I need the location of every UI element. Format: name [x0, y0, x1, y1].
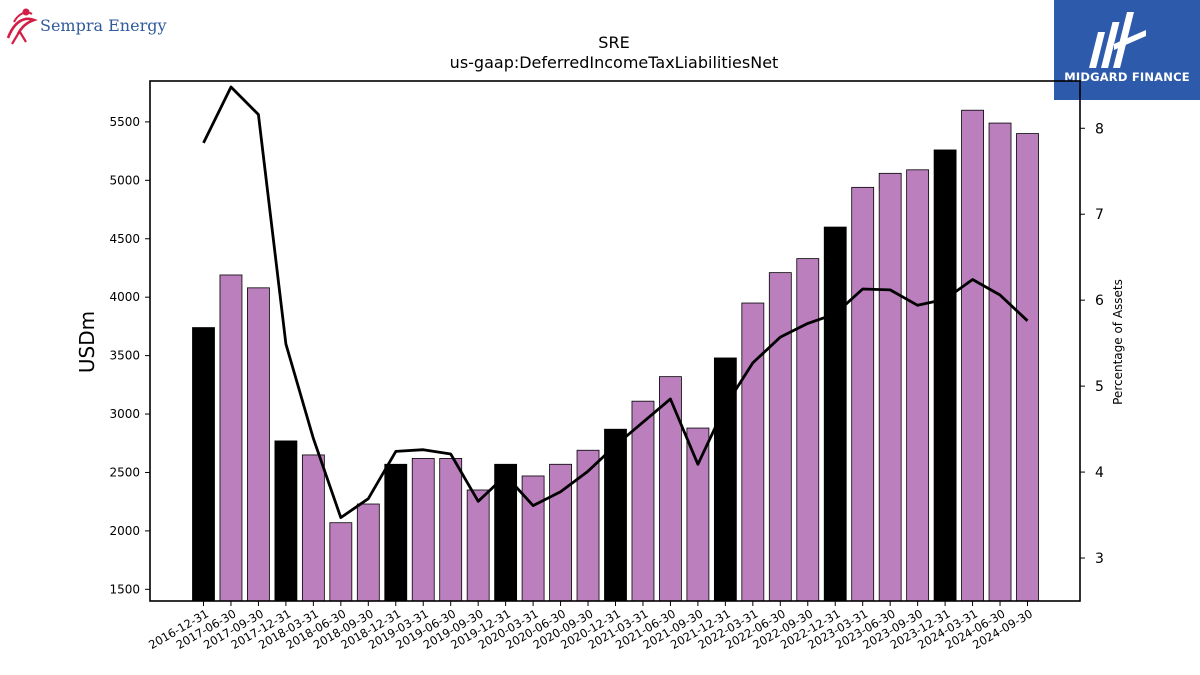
line-series — [202, 85, 1029, 519]
bar-2022-06-30 — [768, 272, 792, 602]
y-tick-label: 5500 — [109, 115, 140, 129]
bar-series — [192, 109, 1039, 602]
midgard-finance-logo: MIDGARD FINANCE — [1054, 0, 1200, 100]
bar-2017-06-30 — [219, 274, 243, 602]
left-y-axis: 1500 2000 2500 3000 3500 4000 4500 5000 5500 — [109, 115, 150, 596]
bar-2022-12-31 — [823, 226, 847, 602]
bar-2017-09-30 — [247, 287, 270, 602]
bar-2024-09-30 — [1016, 133, 1039, 602]
y2-tick-label: 7 — [1095, 207, 1104, 223]
bar-2018-03-31 — [301, 454, 325, 602]
percentage-of-assets-line — [202, 85, 1029, 519]
bar-2017-12-31 — [274, 440, 298, 602]
bar-2019-06-30 — [439, 458, 463, 602]
y-tick-label: 3500 — [109, 349, 140, 363]
y-tick-label: 5000 — [109, 173, 140, 187]
y2-tick-label: 6 — [1095, 293, 1104, 309]
bar-2024-06-30 — [988, 122, 1012, 602]
bar-2021-09-30 — [686, 427, 710, 602]
bar-2023-03-31 — [851, 186, 875, 602]
bar-2023-12-31 — [933, 149, 957, 602]
midgard-mark-icon — [1089, 12, 1146, 68]
y-tick-label: 3000 — [109, 407, 140, 421]
y2-tick-label: 3 — [1095, 551, 1104, 567]
bar-2018-06-30 — [329, 522, 353, 602]
y-tick-label: 1500 — [109, 582, 140, 596]
y-tick-label: 2000 — [109, 524, 140, 538]
partner-logo-text: MIDGARD FINANCE — [1064, 70, 1190, 84]
y-tick-label: 2500 — [109, 465, 140, 479]
bar-2021-03-31 — [631, 400, 655, 602]
bar-2018-12-31 — [384, 463, 408, 602]
right-y-axis: 3 4 5 6 7 8 — [1080, 121, 1104, 567]
y-tick-label: 4500 — [109, 232, 140, 246]
y2-axis-label: Percentage of Assets — [1111, 279, 1125, 405]
bar-2019-09-30 — [466, 489, 490, 602]
bar-2021-06-30 — [659, 376, 682, 602]
company-logo-text: Sempra Energy — [40, 16, 167, 35]
bar-2022-09-30 — [796, 258, 820, 602]
bar-2023-09-30 — [906, 169, 930, 602]
bar-2018-09-30 — [356, 503, 380, 602]
y2-tick-label: 8 — [1095, 121, 1104, 137]
y2-tick-label: 5 — [1095, 379, 1104, 395]
sempra-logo: Sempra Energy — [4, 4, 179, 46]
y2-tick-label: 4 — [1095, 465, 1104, 481]
x-axis: 2016-12-312017-06-302017-09-302017-12-31… — [146, 601, 1035, 652]
bar-2020-03-31 — [521, 475, 545, 602]
bar-2019-03-31 — [411, 458, 435, 602]
chart-title: SRE — [598, 33, 629, 52]
bar-2022-03-31 — [741, 302, 765, 602]
y-axis-label: USDm — [75, 311, 99, 373]
bar-2024-03-31 — [961, 109, 984, 602]
y-tick-label: 4000 — [109, 290, 140, 304]
chart-subtitle: us-gaap:DeferredIncomeTaxLiabilitiesNet — [450, 53, 779, 72]
bar-2023-06-30 — [878, 172, 902, 602]
bar-2020-12-31 — [604, 428, 627, 602]
sempra-figure-icon — [6, 8, 38, 45]
bar-2016-12-31 — [192, 327, 215, 602]
